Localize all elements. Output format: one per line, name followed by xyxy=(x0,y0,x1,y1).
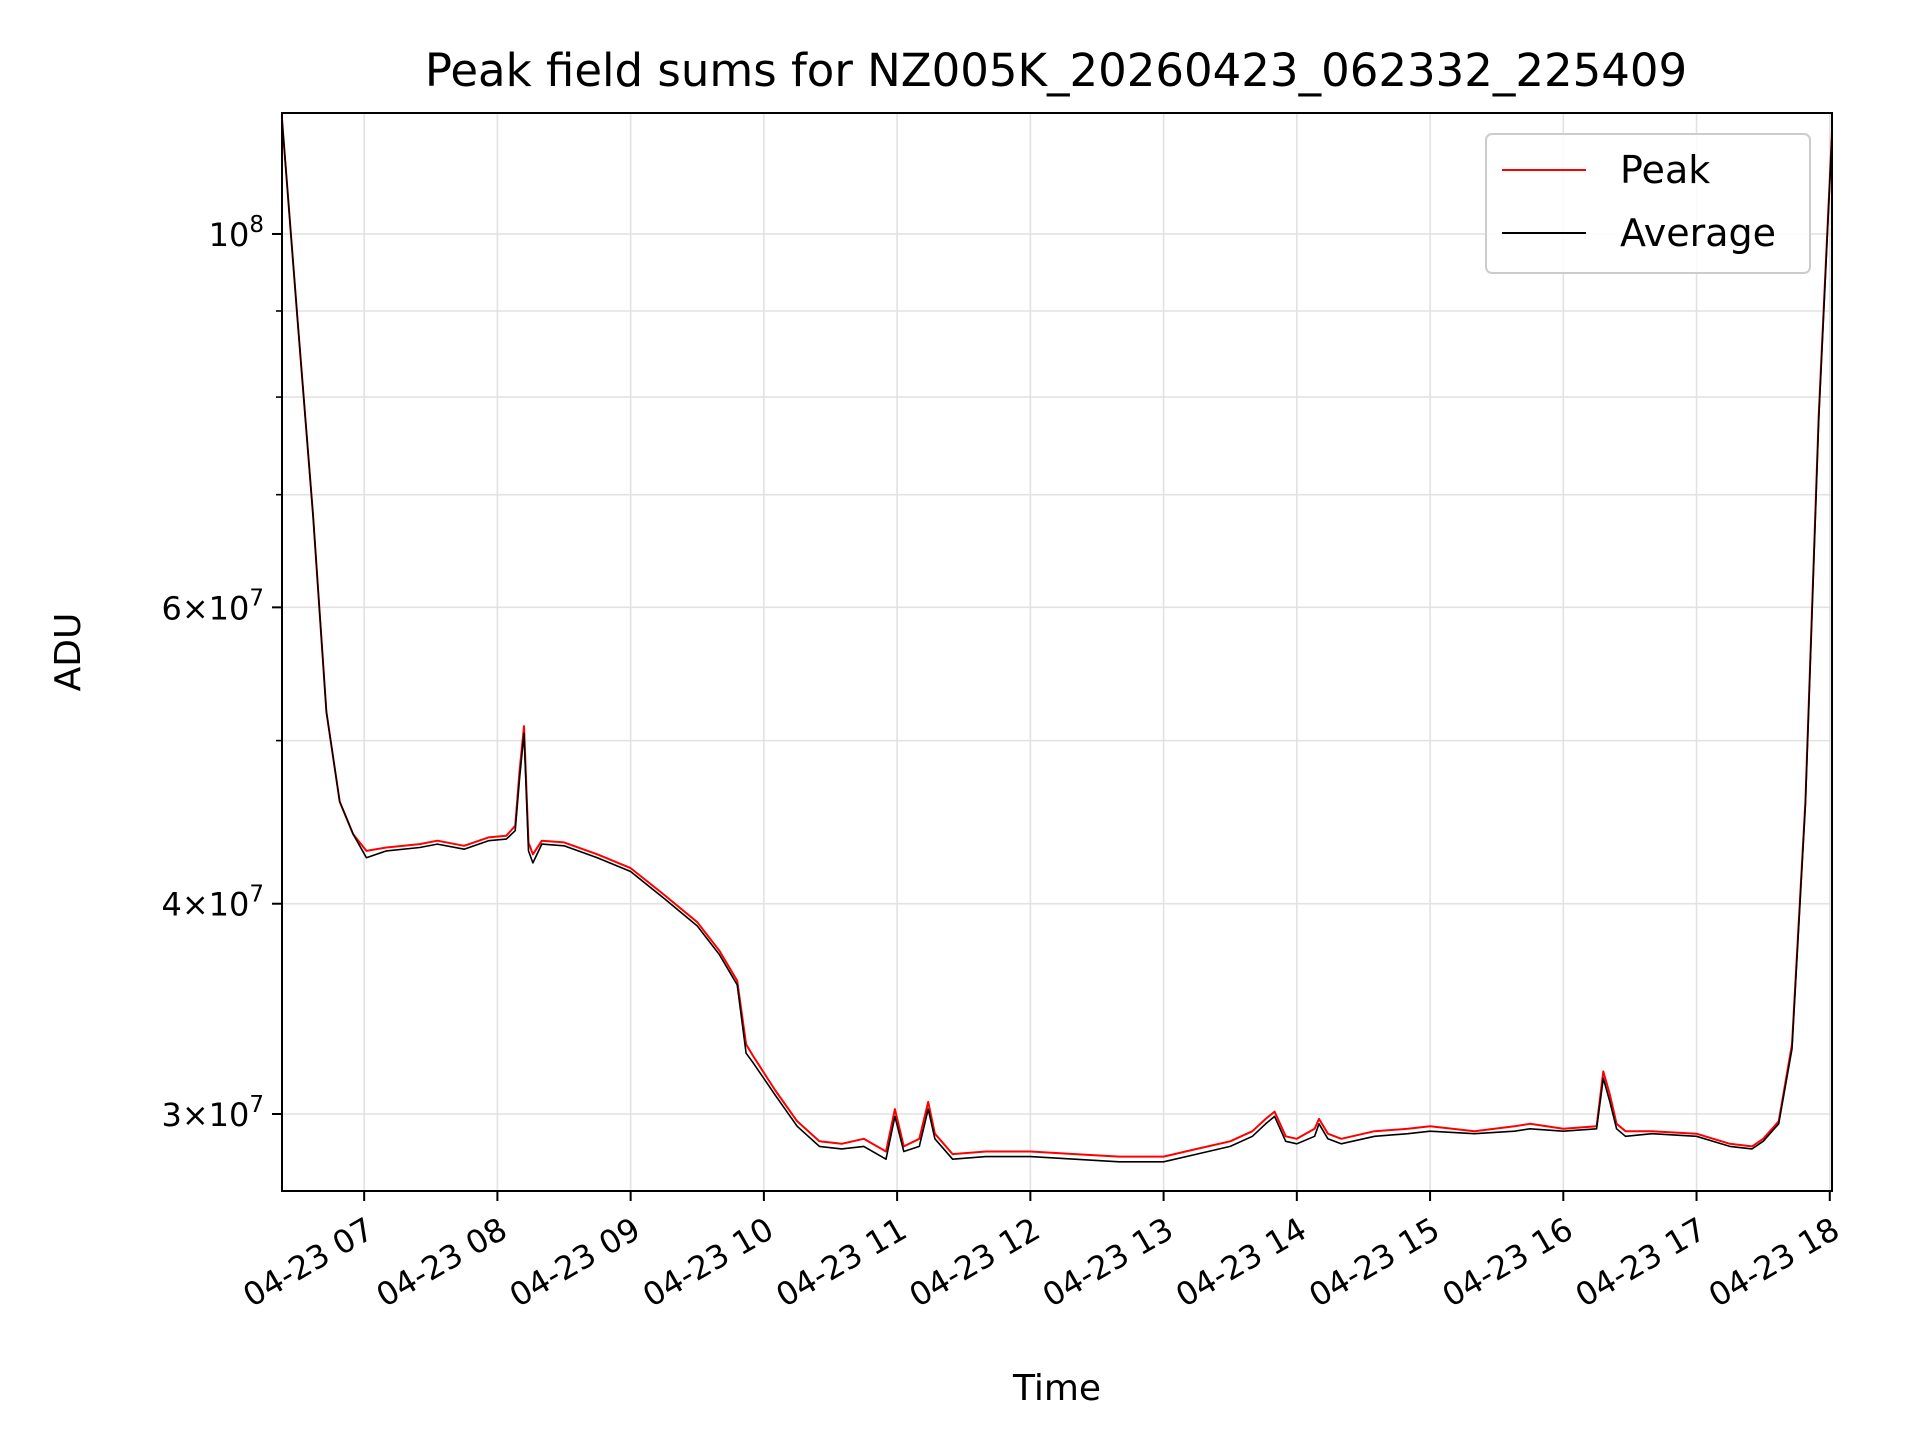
plot-area-frame xyxy=(281,112,1833,1192)
grid xyxy=(282,113,1832,1191)
series-line-average xyxy=(281,119,1833,1163)
x-axis-label: Time xyxy=(1012,1368,1101,1409)
series-line-peak xyxy=(281,119,1833,1158)
legend-label-peak: Peak xyxy=(1620,148,1710,192)
legend-box xyxy=(1485,133,1811,274)
y-tick-label: 4×107 xyxy=(161,882,264,924)
legend-label-average: Average xyxy=(1620,211,1776,255)
chart-title: Peak field sums for NZ005K_20260423_0623… xyxy=(425,44,1687,97)
y-axis-ticks: 3×107 4×107 6×107 108 xyxy=(161,212,282,1134)
series-layer xyxy=(281,119,1833,1163)
legend: Peak Average xyxy=(1485,133,1811,274)
y-tick-label: 6×107 xyxy=(161,585,264,627)
y-axis-label: ADU xyxy=(48,613,89,692)
y-tick-label: 108 xyxy=(209,212,264,254)
y-tick-label: 3×107 xyxy=(161,1092,264,1134)
